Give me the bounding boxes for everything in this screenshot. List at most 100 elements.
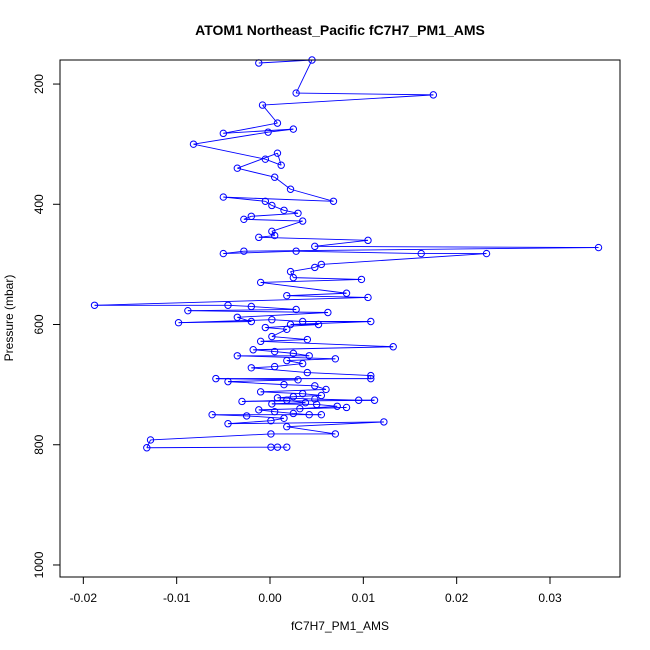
data-point [317, 260, 326, 269]
chart-title: ATOM1 Northeast_Pacific fC7H7_PM1_AMS [195, 22, 485, 38]
data-point [264, 128, 272, 136]
data-point [305, 410, 313, 419]
data-point [224, 301, 232, 309]
series-line-segment [243, 218, 303, 222]
data-point [261, 323, 270, 332]
data-point [333, 402, 341, 410]
data-point [174, 319, 183, 327]
data-point [298, 217, 307, 225]
series-line-segment [295, 60, 313, 94]
series-line-segment [223, 196, 334, 202]
data-point [292, 305, 300, 314]
series-line-segment [274, 363, 303, 368]
series-line-segment [270, 417, 285, 422]
data-point [267, 417, 275, 425]
series-line-segment [260, 278, 362, 283]
data-point [283, 443, 291, 451]
series-line-segment [271, 205, 285, 211]
data-point [90, 301, 99, 309]
series-line-segment [223, 122, 278, 134]
data-point [370, 396, 379, 404]
data-point [184, 306, 192, 315]
data-point [296, 404, 304, 413]
series-line-segment [271, 231, 276, 236]
data-point [314, 320, 323, 329]
series-line-segment [146, 439, 151, 448]
data-point [298, 359, 307, 368]
series-line-segment [258, 60, 313, 64]
data-point [255, 233, 263, 242]
series-line-segment [260, 391, 303, 395]
series-line-segment [290, 188, 334, 202]
data-point [280, 414, 288, 422]
y-axis: 200 400 600 800 1000 [32, 74, 60, 578]
data-point [317, 391, 326, 400]
data-point [367, 371, 375, 380]
series-line-segment [296, 250, 422, 255]
data-point [283, 356, 291, 365]
data-point [289, 392, 298, 401]
data-point [268, 400, 276, 408]
series-line-segment [237, 152, 278, 169]
data-point [417, 249, 425, 258]
data-point [429, 91, 438, 99]
y-tick-label: 600 [32, 314, 46, 334]
series-line-segment [290, 321, 371, 325]
data-point [303, 368, 312, 377]
series-line-segment [237, 312, 328, 318]
data-point [242, 412, 251, 420]
data-point [367, 317, 375, 326]
series-line-segment [223, 196, 266, 202]
series-line-segment [265, 158, 282, 166]
data-point [240, 215, 248, 224]
series-line-segment [243, 247, 599, 252]
data-point [286, 320, 295, 329]
data-point [270, 173, 279, 181]
series-line-segment [260, 281, 347, 294]
data-point [270, 347, 279, 356]
series-lines [94, 60, 599, 449]
data-point [331, 430, 340, 438]
series-line-segment [286, 292, 347, 297]
data-point [270, 362, 279, 371]
y-axis-label: Pressure (mbar) [2, 275, 16, 362]
series-line-segment [321, 253, 487, 265]
series-line-segment [286, 358, 336, 362]
data-point [482, 249, 491, 258]
series-line-segment [246, 415, 285, 419]
data-point [317, 410, 326, 419]
series-line-segment [193, 131, 269, 145]
data-point [273, 119, 282, 127]
data-point [189, 140, 198, 148]
data-point [292, 89, 300, 97]
series-line-segment [251, 306, 297, 310]
data-point [331, 355, 340, 363]
data-point [273, 443, 282, 451]
y-tick-label: 1000 [32, 551, 46, 578]
x-tick-label: 0.02 [445, 591, 469, 605]
series-line-segment [251, 212, 299, 217]
data-point [298, 389, 307, 398]
data-point [270, 231, 279, 240]
series-line-segment [223, 128, 294, 134]
data-point [342, 289, 351, 297]
x-tick-label: -0.02 [70, 591, 98, 605]
x-tick-label: -0.01 [163, 591, 191, 605]
series-line-segment [286, 426, 336, 435]
data-point [219, 249, 228, 258]
series-line-segment [293, 395, 322, 398]
series-line-segment [94, 297, 369, 306]
data-point [261, 197, 270, 205]
data-point [270, 407, 279, 416]
data-point [146, 436, 155, 444]
series-line-segment [227, 421, 384, 425]
series-line-segment [286, 295, 369, 298]
data-point [268, 316, 276, 324]
series-points [90, 56, 603, 452]
series-line-segment [178, 319, 272, 324]
series-line-segment [314, 239, 369, 247]
x-tick-label: 0.03 [538, 591, 562, 605]
series-line-segment [146, 446, 271, 449]
series-line-segment [260, 339, 308, 342]
data-point [212, 374, 220, 383]
